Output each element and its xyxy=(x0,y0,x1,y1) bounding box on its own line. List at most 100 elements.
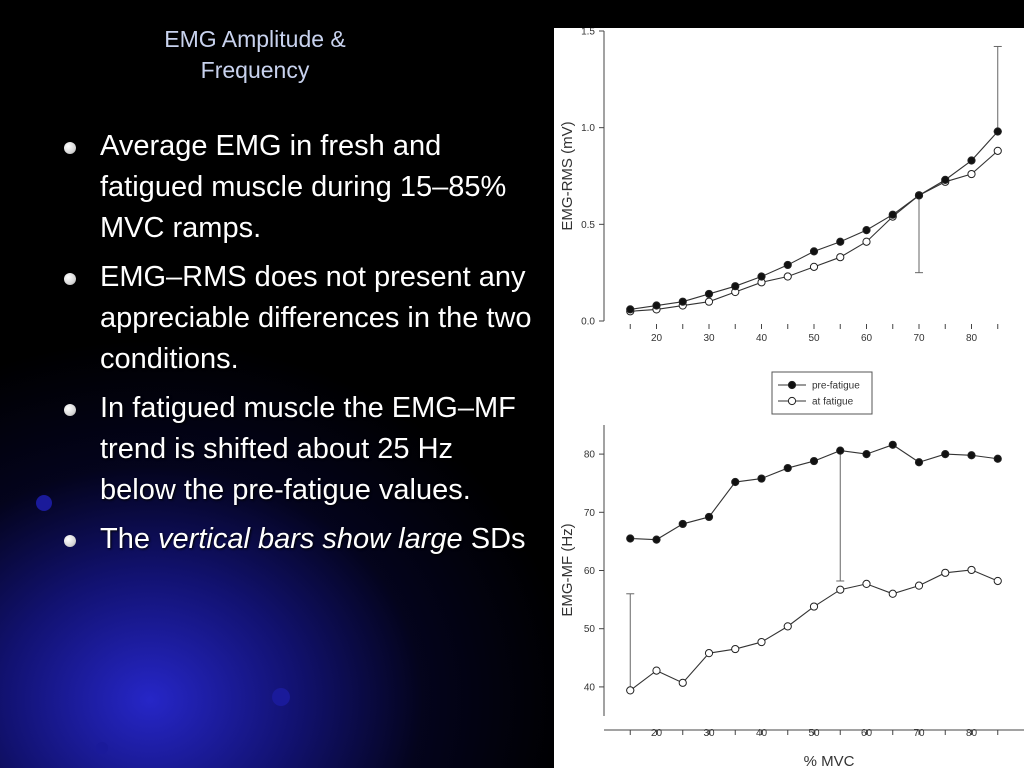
y-axis-title: EMG-RMS (mV) xyxy=(559,121,576,230)
data-point-pre-fatigue xyxy=(731,282,740,291)
bullet-text-italic: vertical bars show large xyxy=(158,523,463,555)
bullet-item: Average EMG in fresh and fatigued muscle… xyxy=(62,126,532,249)
x-tick-label: 30 xyxy=(703,728,715,739)
data-point-pre-fatigue xyxy=(967,451,976,460)
y-axis-title: EMG-MF (Hz) xyxy=(559,523,576,616)
y-tick-label: 1.5 xyxy=(581,28,595,38)
data-point-pre-fatigue xyxy=(678,297,687,306)
data-point-pre-fatigue xyxy=(783,260,792,270)
data-point-at-fatigue xyxy=(783,272,792,281)
data-point-pre-fatigue xyxy=(678,519,687,529)
data-point-pre-fatigue xyxy=(941,175,950,184)
data-point-pre-fatigue xyxy=(888,440,897,449)
data-point-pre-fatigue xyxy=(967,156,976,165)
data-point-at-fatigue xyxy=(809,602,819,611)
bullet-text-suffix: SDs xyxy=(462,523,526,555)
data-point-pre-fatigue xyxy=(809,247,819,256)
data-point-at-fatigue xyxy=(731,644,740,654)
data-point-at-fatigue xyxy=(678,678,687,687)
slide-title-line-1: EMG Amplitude & xyxy=(164,26,346,52)
data-point-at-fatigue xyxy=(862,237,871,246)
data-point-pre-fatigue xyxy=(731,477,740,487)
data-point-at-fatigue xyxy=(993,576,1002,586)
chart-panel: 0.0 0.5 1.0 1.5 20 30 40 50 60 70 80 EMG-RMS (mV) 40… xyxy=(554,28,1024,768)
bullet-text: Average EMG in fresh and fatigued muscle… xyxy=(100,130,507,244)
data-point-at-fatigue xyxy=(704,297,714,306)
slide-title-line-2: Frequency xyxy=(200,57,310,83)
y-tick-label: 40 xyxy=(584,682,596,693)
bullet-item: In fatigued muscle the EMG–MF trend is s… xyxy=(62,388,532,511)
data-point-pre-fatigue xyxy=(757,474,766,483)
data-point-at-fatigue xyxy=(704,649,714,658)
data-point-at-fatigue xyxy=(941,568,950,577)
x-tick-label: 20 xyxy=(651,333,663,344)
x-tick-label: 40 xyxy=(756,333,768,344)
data-point-at-fatigue xyxy=(757,637,766,647)
y-tick-label: 1.0 xyxy=(581,123,595,134)
x-tick-label: 60 xyxy=(861,333,873,344)
data-point-pre-fatigue xyxy=(626,534,635,543)
legend-marker-filled xyxy=(787,380,797,390)
decorative-dot xyxy=(96,742,108,754)
data-point-at-fatigue xyxy=(652,666,661,675)
data-point-at-fatigue xyxy=(783,622,792,631)
data-point-at-fatigue xyxy=(836,253,845,262)
data-point-at-fatigue xyxy=(862,579,871,588)
y-tick-label: 50 xyxy=(584,624,596,635)
data-point-pre-fatigue xyxy=(941,450,950,459)
data-point-pre-fatigue xyxy=(914,191,924,200)
chart-2: 40 50 60 70 80 20 30 40 50 60 70 80 EMG-MF (Hz) % MVC xyxy=(559,425,1024,768)
x-tick-label: 70 xyxy=(913,333,925,344)
series-line-at-fatigue xyxy=(630,150,999,312)
data-point-pre-fatigue xyxy=(862,226,871,235)
x-tick-label: 50 xyxy=(808,728,820,739)
bullet-text: In fatigued muscle the EMG–MF trend is s… xyxy=(100,392,516,506)
y-tick-label: 80 xyxy=(584,450,596,461)
x-tick-label: 20 xyxy=(651,728,663,739)
data-point-pre-fatigue xyxy=(836,446,845,455)
bullet-text-prefix: The xyxy=(100,523,159,555)
x-tick-label: 80 xyxy=(966,728,978,739)
data-point-at-fatigue xyxy=(967,169,976,179)
data-point-pre-fatigue xyxy=(809,456,819,466)
data-point-at-fatigue xyxy=(809,262,819,271)
legend-box xyxy=(771,371,873,415)
decorative-dot xyxy=(36,495,52,511)
y-tick-label: 0.5 xyxy=(581,220,595,231)
x-tick-label: 80 xyxy=(966,333,978,344)
x-tick-label: 60 xyxy=(861,728,873,739)
data-point-at-fatigue xyxy=(836,585,845,594)
bullet-item: EMG–RMS does not present any appreciable… xyxy=(62,257,532,380)
decorative-dot xyxy=(272,688,290,706)
data-point-at-fatigue xyxy=(993,146,1002,155)
data-point-pre-fatigue xyxy=(783,463,792,473)
bullet-text: EMG–RMS does not present any appreciable… xyxy=(100,261,532,375)
x-tick-label: 50 xyxy=(808,333,820,344)
bullet-item: The vertical bars show large SDs xyxy=(62,519,532,560)
legend-label: pre-fatigue xyxy=(812,381,860,392)
data-point-pre-fatigue xyxy=(757,272,766,281)
data-point-pre-fatigue xyxy=(626,305,635,314)
legend-marker-open xyxy=(787,396,797,406)
series-line-at-fatigue xyxy=(629,569,998,691)
x-axis-title: % MVC xyxy=(804,753,855,768)
bullet-list: Average EMG in fresh and fatigued muscle… xyxy=(62,126,532,568)
x-tick-label: 40 xyxy=(756,728,768,739)
x-tick-label: 30 xyxy=(703,333,715,344)
chart-1: 0.0 0.5 1.0 1.5 20 30 40 50 60 70 80 EMG-RMS (mV) xyxy=(559,28,1002,344)
data-point-pre-fatigue xyxy=(862,450,871,459)
series-line-pre-fatigue xyxy=(630,131,999,310)
legend: pre-fatigue at fatigue xyxy=(771,371,873,415)
data-point-at-fatigue xyxy=(888,589,897,598)
data-point-at-fatigue xyxy=(626,686,635,695)
data-point-pre-fatigue xyxy=(704,512,714,522)
y-tick-label: 60 xyxy=(584,566,596,577)
data-point-pre-fatigue xyxy=(704,289,714,299)
data-point-pre-fatigue xyxy=(652,535,661,544)
legend-label: at fatigue xyxy=(812,397,854,408)
slide-title: EMG Amplitude & Frequency xyxy=(100,24,410,86)
charts-svg: 0.0 0.5 1.0 1.5 20 30 40 50 60 70 80 EMG-RMS (mV) 40… xyxy=(559,28,1024,768)
data-point-pre-fatigue xyxy=(914,458,924,467)
data-point-pre-fatigue xyxy=(888,210,897,219)
data-point-pre-fatigue xyxy=(836,237,845,246)
